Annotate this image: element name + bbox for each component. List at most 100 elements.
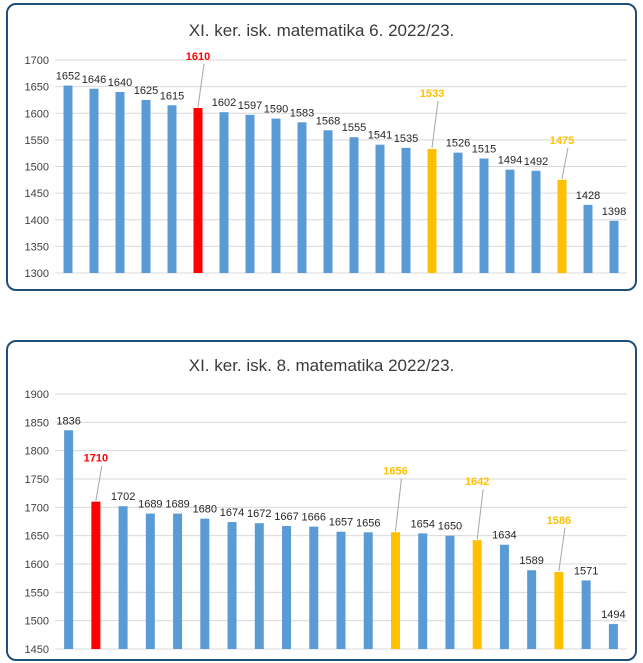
bar [453,152,463,273]
data-label: 1654 [410,518,434,530]
y-tick-label: 1450 [25,188,49,200]
bar [115,91,125,273]
bar [427,148,437,273]
data-label: 1667 [274,511,298,523]
y-tick-label: 1850 [25,417,49,429]
y-tick-label: 1350 [25,241,49,253]
bar [245,114,255,273]
data-label: 1642 [465,476,489,488]
y-tick-label: 1900 [25,389,49,401]
data-label: 1571 [574,565,598,577]
y-tick-label: 1600 [25,108,49,120]
data-label: 1657 [329,517,353,529]
data-label: 1674 [220,507,244,519]
data-label: 1494 [498,155,522,167]
bar [499,544,509,649]
bar [89,88,99,273]
data-label: 1689 [138,499,162,511]
data-label: 1702 [111,491,135,503]
data-label: 1610 [186,51,210,63]
chart-title-grade8: XI. ker. isk. 8. matematika 2022/23. [188,356,455,375]
data-label: 1590 [264,104,288,116]
bar [91,501,101,649]
y-tick-label: 1650 [25,82,49,94]
bar [200,518,210,649]
label-leader-line [197,63,205,107]
y-tick-label: 1400 [25,215,49,227]
data-label: 1672 [247,508,271,520]
y-tick-label: 1450 [25,644,49,656]
chart-panel-grade8: XI. ker. isk. 8. matematika 2022/23. 145… [6,340,637,661]
bar [63,85,73,273]
label-leader-line [431,100,439,148]
bar [173,513,183,649]
data-label: 1602 [212,97,236,109]
bar [282,526,292,649]
data-label: 1428 [576,190,600,202]
bar [64,430,74,649]
bar [145,513,155,649]
data-label: 1640 [108,77,132,89]
bar [375,144,385,273]
y-tick-label: 1500 [25,162,49,174]
data-label: 1597 [238,100,262,112]
chart-title-grade6: XI. ker. isk. matematika 6. 2022/23. [188,21,455,40]
bar [390,532,400,649]
bar [609,220,619,273]
bar [167,105,177,273]
data-label: 1652 [56,71,80,83]
bar [323,130,333,273]
y-tick-label: 1800 [25,446,49,458]
label-leader-line [561,147,569,179]
label-leader-line [394,478,402,532]
chart-panel-grade6: XI. ker. isk. matematika 6. 2022/23. 130… [6,3,637,291]
data-label: 1568 [316,115,340,127]
data-label: 1615 [160,90,184,102]
data-label: 1398 [602,206,626,218]
label-leader-line [476,489,484,540]
y-tick-label: 1650 [25,531,49,543]
bar [554,571,564,649]
bar [227,522,237,649]
bar [418,533,428,649]
bar [445,535,455,649]
data-label: 1625 [134,85,158,97]
data-label: 1650 [438,521,462,533]
data-label: 1680 [193,504,217,516]
bar [118,506,128,649]
data-label: 1689 [165,499,189,511]
data-label: 1515 [472,144,496,156]
bar [271,118,281,273]
data-label: 1583 [290,107,314,119]
y-tick-label: 1300 [25,268,49,280]
bar [531,170,541,273]
bar [472,540,482,649]
data-label: 1475 [550,135,574,147]
data-label: 1656 [356,517,380,529]
data-label: 1634 [492,530,516,542]
label-leader-line [95,465,103,501]
bar [297,122,307,274]
data-label: 1533 [420,88,444,100]
data-label: 1666 [302,512,326,524]
bar [141,99,151,273]
bar [363,532,373,649]
bar [608,624,618,649]
bar [583,204,593,273]
data-label: 1836 [56,415,80,427]
data-label: 1646 [82,74,106,86]
y-tick-label: 1750 [25,474,49,486]
bar [557,179,567,273]
y-tick-label: 1600 [25,559,49,571]
bar-chart-grade8: 1450 1500 1550 1600 1650 1700 1750 1800 1850 1900… [25,389,627,656]
bar-chart-grade6: 1300 1350 1400 1450 1500 1550 1600 1650 1700 1652… [25,51,627,280]
bar [193,107,203,273]
label-leader-line [558,527,566,572]
y-tick-label: 1500 [25,616,49,628]
data-label: 1656 [383,465,407,477]
data-label: 1541 [368,130,392,142]
data-label: 1710 [84,453,108,465]
bar [254,523,264,649]
bar [505,169,515,273]
y-tick-label: 1700 [25,55,49,67]
